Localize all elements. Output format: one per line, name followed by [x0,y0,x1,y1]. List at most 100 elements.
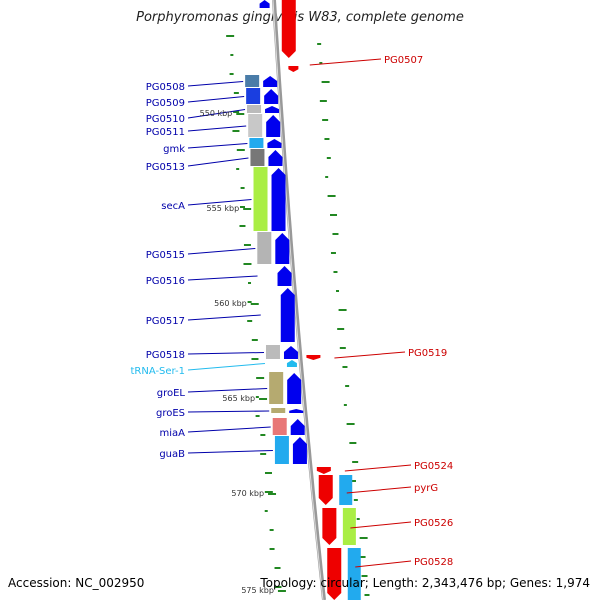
label-leader-line [187,199,252,206]
cog-box-gmk [249,138,264,148]
label-leader-line [187,81,244,87]
gene-arrow-pg0510[interactable] [265,106,280,113]
gene-arrow-pg0518[interactable] [283,346,298,359]
reverse-gene-arrow[interactable] [281,0,296,58]
gene-label-right[interactable]: PG0524 [414,461,453,472]
gene-label-left[interactable]: PG0513 [146,162,185,173]
gc-mark [236,168,240,170]
gc-mark [233,111,240,113]
gc-mark [243,263,252,265]
gene-label-right[interactable]: PG0528 [414,557,453,568]
gene-label-left[interactable]: gmk [163,144,185,155]
gc-mark [358,556,366,558]
gene-label-left[interactable]: PG0511 [146,127,185,138]
gc-mark [230,54,234,56]
label-leader-line [187,109,246,119]
map-title: Porphyromonas gingivalis W83, complete g… [136,10,464,25]
gene-arrow-seca[interactable] [271,168,286,231]
reverse-cog-box [342,508,356,545]
scale-tick-mark [236,113,245,115]
gene-arrow-pg0509[interactable] [264,89,279,104]
scale-tick-label: 575 kbp [241,586,274,595]
gene-arrow-top[interactable] [259,0,270,8]
gc-mark [356,518,360,520]
label-leader-line [187,363,265,371]
scale-tick-mark [259,398,268,400]
gene-arrow-pg0513[interactable] [268,150,283,166]
cog-box-miaa [272,418,287,435]
genome-backbone [272,0,326,600]
gc-mark [330,252,336,254]
cog-box-pg0509 [246,88,261,104]
gene-label-right[interactable]: PG0519 [408,348,447,359]
gc-mark [342,366,348,368]
gene-label-left[interactable]: tRNA-Ser-1 [130,366,185,377]
gene-label-left[interactable]: PG0516 [146,276,185,287]
gc-mark [359,537,368,539]
reverse-gene-arrow[interactable] [327,548,342,600]
reverse-gene-arrow[interactable] [318,475,333,505]
gene-label-left[interactable]: groES [156,408,185,419]
gc-mark [233,92,239,94]
gene-arrow-groes[interactable] [289,409,304,413]
label-leader-line [187,96,245,103]
gene-label-left[interactable]: PG0510 [146,114,185,125]
scale-tick-label: 570 kbp [231,489,264,498]
gene-label-left[interactable]: PG0518 [146,350,185,361]
gene-label-left[interactable]: guaB [159,449,185,460]
gene-arrow-gmk[interactable] [267,139,282,148]
cog-box-pg0510 [247,105,262,113]
label-leader-line [187,248,256,255]
gc-mark [260,434,266,436]
gene-label-left[interactable]: PG0515 [146,250,185,261]
gc-mark [251,339,258,341]
gc-mark [345,385,350,387]
label-leader-line [309,58,382,66]
label-leader-line [187,352,264,355]
label-leader-line [355,560,412,568]
gene-label-left[interactable]: groEL [157,388,186,399]
gc-mark [264,472,272,474]
gc-mark [260,453,267,455]
gene-label-right[interactable]: PG0526 [414,518,453,529]
gene-arrow-miaa[interactable] [290,419,305,435]
cog-box-guab [274,436,289,464]
trna-feature[interactable] [286,360,297,367]
gc-mark [326,157,331,159]
gc-mark [337,328,345,330]
reverse-gene-marker[interactable] [288,66,299,72]
gc-mark [256,377,265,379]
gc-mark [332,233,339,235]
label-leader-line [346,486,412,494]
gc-mark [236,149,245,151]
gene-arrow-pg0515[interactable] [275,233,290,264]
cog-box-pg0511 [248,114,263,137]
gc-mark [251,358,259,360]
label-leader-line [187,426,271,433]
gc-mark [322,119,329,121]
gc-mark [264,510,268,512]
gene-arrow-groel[interactable] [287,373,302,404]
reverse-gene-arrow[interactable] [316,467,331,474]
gene-label-left[interactable]: miaA [160,428,186,439]
accession-label: Accession: NC_002950 [8,576,145,590]
gene-label-left[interactable]: PG0508 [146,82,185,93]
gc-mark [319,62,323,64]
scale-tick-mark [243,208,252,210]
reverse-gene-arrow[interactable] [322,508,337,545]
gc-mark [229,73,234,75]
reverse-gene-arrow[interactable] [306,355,321,360]
gene-arrow-pg0517[interactable] [280,288,295,342]
gene-arrow-pg0511[interactable] [266,115,281,137]
gene-label-left[interactable]: secA [161,201,185,212]
gene-arrow-pg0508[interactable] [263,76,278,87]
gene-label-right[interactable]: pyrG [414,483,438,494]
gene-arrow-pg0516[interactable] [277,266,292,286]
gene-label-left[interactable]: PG0517 [146,316,185,327]
gene-label-right[interactable]: PG0507 [384,55,423,66]
cog-box-groes [271,408,286,413]
gc-mark [255,396,259,398]
gene-label-left[interactable]: PG0509 [146,98,185,109]
gene-arrow-guab[interactable] [292,437,307,464]
reverse-cog-box [347,548,361,600]
